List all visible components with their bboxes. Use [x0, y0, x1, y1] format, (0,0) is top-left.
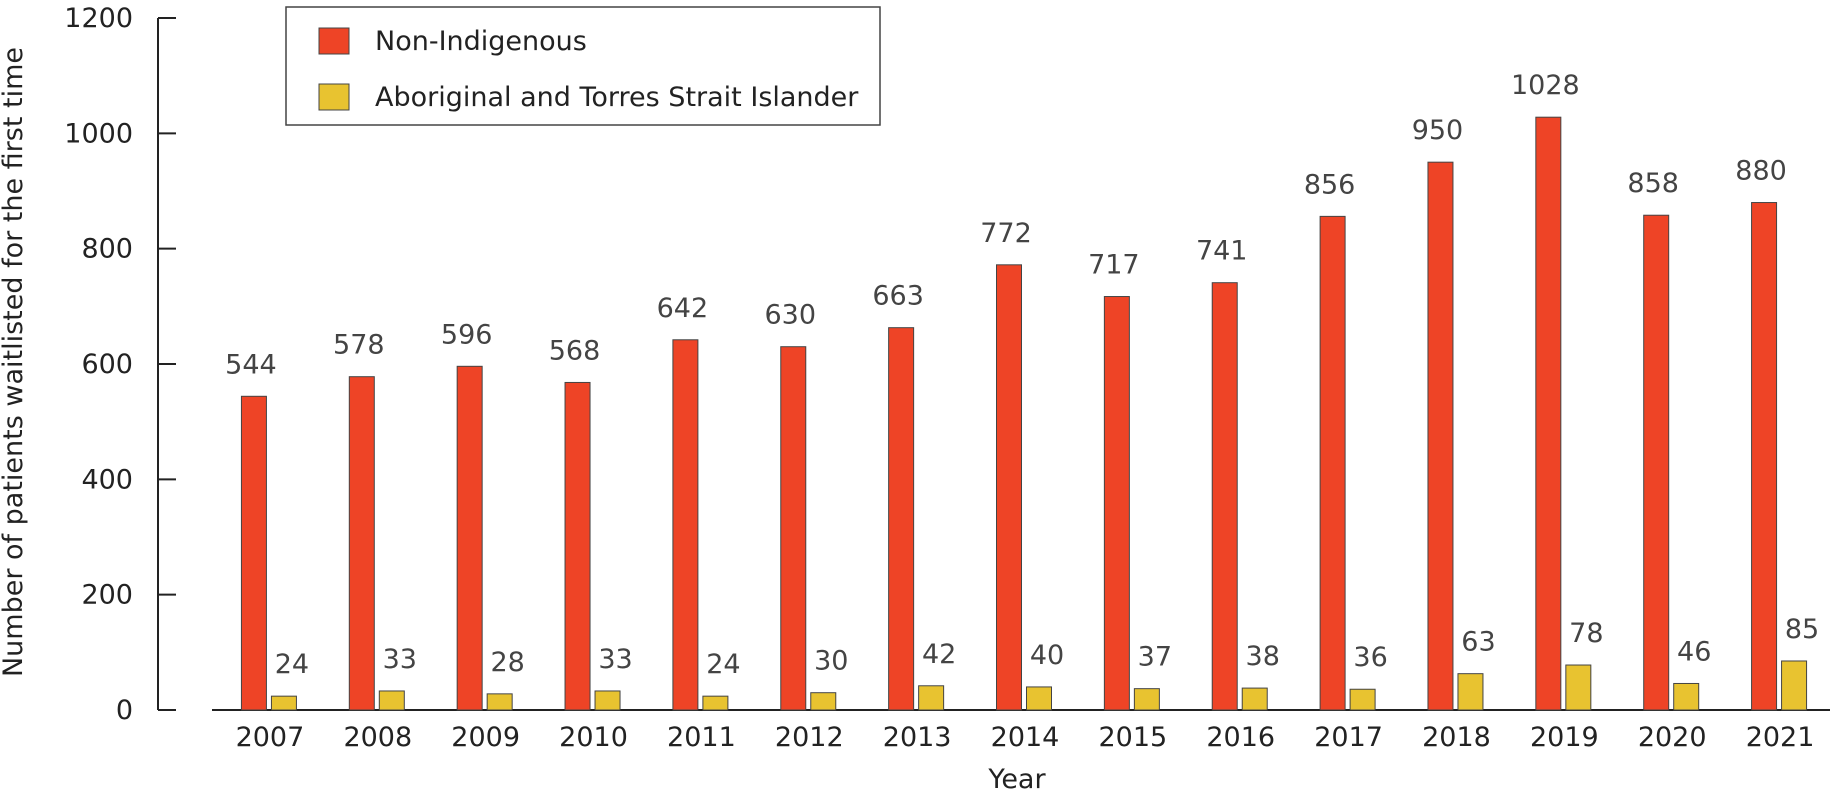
- x-tick-label: 2009: [451, 722, 520, 753]
- data-label: 596: [441, 319, 493, 350]
- bar-aboriginal-torres-strait: [1133, 688, 1160, 711]
- bar-non-indigenous: [1535, 116, 1562, 711]
- data-label: 663: [872, 281, 924, 312]
- data-label: 33: [383, 644, 417, 675]
- y-tick-label: 1200: [64, 3, 133, 34]
- data-label: 78: [1569, 618, 1603, 649]
- data-label: 856: [1304, 169, 1356, 200]
- bar-non-indigenous: [564, 381, 591, 711]
- data-label: 46: [1677, 636, 1711, 667]
- y-tick-label: 0: [116, 695, 133, 726]
- data-label: 37: [1138, 642, 1172, 673]
- x-tick-label: 2018: [1422, 722, 1491, 753]
- bar-non-indigenous: [996, 264, 1022, 711]
- bar-non-indigenous: [672, 339, 699, 711]
- bar-non-indigenous: [1211, 282, 1238, 711]
- x-tick-label: 2015: [1099, 722, 1168, 753]
- bar-aboriginal-torres-strait: [378, 690, 405, 711]
- data-label: 1028: [1511, 70, 1580, 101]
- x-tick-label: 2019: [1530, 722, 1599, 753]
- bar-aboriginal-torres-strait: [918, 685, 945, 711]
- legend-label: Non-Indigenous: [375, 26, 587, 57]
- x-tick-label: 2012: [775, 722, 844, 753]
- data-label: 772: [980, 218, 1032, 249]
- bar-aboriginal-torres-strait: [1026, 686, 1052, 711]
- bar-non-indigenous: [888, 327, 915, 711]
- data-label: 30: [814, 646, 848, 677]
- data-label: 24: [706, 649, 740, 680]
- x-tick-label: 2021: [1746, 722, 1815, 753]
- bar-non-indigenous: [240, 395, 267, 711]
- data-label: 858: [1627, 168, 1679, 199]
- y-axis-title: Number of patients waitlisted for the fi…: [0, 47, 29, 677]
- bar-aboriginal-torres-strait: [594, 690, 621, 711]
- bar-aboriginal-torres-strait: [702, 695, 729, 711]
- x-tick-label: 2013: [883, 722, 952, 753]
- data-label: 578: [333, 330, 385, 361]
- y-tick-label: 800: [81, 234, 133, 265]
- bar-non-indigenous: [1103, 296, 1130, 711]
- data-label: 24: [275, 649, 309, 680]
- legend: Non-Indigenous Aboriginal and Torres Stra…: [285, 6, 881, 126]
- bar-non-indigenous: [1751, 202, 1778, 711]
- bar-aboriginal-torres-strait: [1565, 664, 1592, 711]
- axes: 0 200 400 600 800 1000 1200 2007 2008 2009 2010 201…: [64, 3, 1830, 753]
- bar-aboriginal-torres-strait: [1673, 682, 1700, 711]
- bar-aboriginal-torres-strait: [1241, 687, 1268, 711]
- bar-non-indigenous: [348, 376, 375, 711]
- x-tick-label: 2007: [236, 722, 305, 753]
- data-label: 630: [764, 300, 816, 331]
- data-label: 40: [1030, 640, 1064, 671]
- data-label: 33: [598, 644, 632, 675]
- x-tick-label: 2011: [667, 722, 736, 753]
- bar-aboriginal-torres-strait: [1781, 660, 1808, 711]
- bar-aboriginal-torres-strait: [1457, 673, 1484, 711]
- data-label: 38: [1246, 641, 1280, 672]
- legend-swatch: [318, 27, 350, 55]
- data-label: 85: [1785, 614, 1819, 645]
- legend-swatch: [318, 83, 350, 111]
- y-tick-label: 400: [81, 464, 133, 495]
- x-tick-label: 2020: [1638, 722, 1707, 753]
- x-tick-label: 2017: [1314, 722, 1383, 753]
- bar-aboriginal-torres-strait: [810, 692, 837, 711]
- y-tick-label: 1000: [64, 118, 133, 149]
- y-tick-label: 200: [81, 580, 133, 611]
- bar-aboriginal-torres-strait: [270, 695, 297, 711]
- data-label: 42: [922, 639, 956, 670]
- bar-aboriginal-torres-strait: [486, 693, 513, 711]
- bar-non-indigenous: [1319, 215, 1346, 711]
- bar-non-indigenous: [456, 365, 483, 711]
- data-label: 880: [1735, 156, 1787, 187]
- x-tick-label: 2016: [1206, 722, 1275, 753]
- legend-label: Aboriginal and Torres Strait Islander: [375, 82, 859, 113]
- data-label: 544: [225, 349, 277, 380]
- y-tick-label: 600: [81, 349, 133, 380]
- legend-box: [285, 6, 881, 126]
- data-label: 741: [1196, 236, 1248, 267]
- data-label: 642: [657, 293, 709, 324]
- bars: [240, 116, 1808, 711]
- x-axis-title: Year: [987, 764, 1046, 794]
- bar-non-indigenous: [1643, 214, 1670, 711]
- data-label: 36: [1353, 642, 1387, 673]
- data-label: 950: [1412, 115, 1464, 146]
- data-labels: 544 24 578 33 596 28 568 33 642 24 630 30 663 42 772 40…: [225, 70, 1819, 680]
- bar-aboriginal-torres-strait: [1349, 688, 1376, 711]
- bar-non-indigenous: [1427, 161, 1454, 711]
- data-label: 568: [549, 335, 601, 366]
- data-label: 28: [490, 647, 524, 678]
- data-label: 63: [1461, 627, 1495, 658]
- data-label: 717: [1088, 250, 1140, 281]
- x-tick-label: 2014: [991, 722, 1060, 753]
- x-tick-label: 2010: [559, 722, 628, 753]
- x-tick-label: 2008: [343, 722, 412, 753]
- bar-non-indigenous: [780, 346, 807, 711]
